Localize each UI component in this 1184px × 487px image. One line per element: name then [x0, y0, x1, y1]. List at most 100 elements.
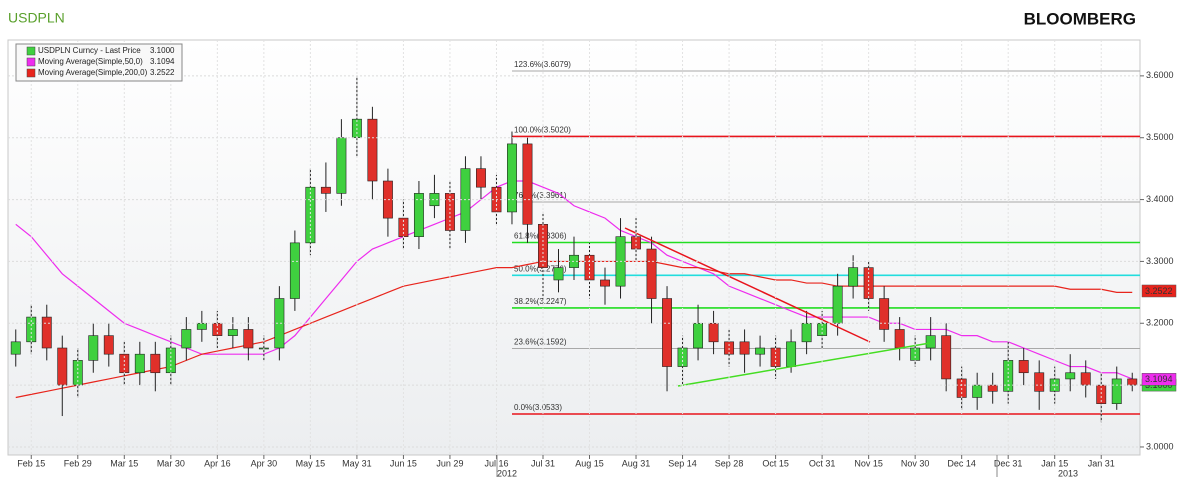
x-tick-label: May 31	[342, 458, 372, 468]
candle-body	[367, 118, 378, 182]
candle-body	[57, 347, 68, 386]
x-tick-label: Dec 14	[947, 458, 976, 468]
x-tick-label: Oct 15	[762, 458, 789, 468]
candle-body	[476, 168, 486, 188]
x-tick-label: May 15	[296, 458, 326, 468]
x-tick-label: Jun 15	[390, 458, 417, 468]
legend-swatch	[26, 46, 36, 56]
candle-body	[103, 335, 114, 355]
candle-body	[507, 143, 517, 213]
candle-body	[848, 267, 859, 287]
y-tick-label: 3.6000	[1146, 70, 1174, 80]
x-tick-label: Apr 30	[251, 458, 278, 468]
candle-body	[1018, 360, 1029, 374]
candle-body	[305, 186, 316, 244]
candle-body	[1034, 372, 1045, 392]
legend-label: USDPLN Curncy - Last Price	[38, 46, 141, 55]
candle-body	[1127, 378, 1138, 386]
candle-body	[320, 186, 331, 194]
candle-body	[10, 341, 21, 355]
candle-body	[879, 298, 890, 330]
x-tick-label: Jan 31	[1088, 458, 1115, 468]
x-tick-label: Feb 15	[17, 458, 45, 468]
brand: BLOOMBERG	[1024, 9, 1136, 28]
candle-body	[584, 254, 595, 281]
fib-label: 0.0%(3.0533)	[514, 403, 562, 412]
candle-body	[801, 322, 812, 343]
candle-body	[832, 285, 843, 324]
x-tick-label: Jul 31	[531, 458, 555, 468]
candle-body	[196, 322, 207, 330]
x-tick-label: Mar 15	[110, 458, 138, 468]
fib-label: 100.0%(3.5020)	[514, 126, 571, 135]
x-tick-label: Sep 28	[715, 458, 744, 468]
year-label: 2013	[1058, 468, 1078, 478]
candle-body	[786, 341, 797, 367]
price-tag-label: 3.2522	[1145, 286, 1173, 296]
legend-value: 3.1000	[150, 46, 175, 55]
x-tick-label: Jul 16	[484, 458, 508, 468]
fib-label: 50.0%(3.2776)	[514, 264, 567, 273]
candle-body	[708, 322, 719, 343]
x-tick-label: Oct 31	[809, 458, 836, 468]
candle-body	[522, 143, 533, 225]
candle-body	[134, 353, 145, 374]
candle-body	[1065, 372, 1076, 380]
candle-body	[150, 353, 161, 374]
candle-body	[600, 279, 610, 287]
x-tick-label: Aug 31	[622, 458, 651, 468]
candle-body	[987, 384, 998, 392]
candle-body	[739, 341, 750, 355]
candle-body	[289, 242, 300, 299]
candle-body	[863, 267, 874, 299]
legend-layer: USDPLN Curncy - Last Price 3.1000 Moving A…	[26, 46, 175, 78]
legend-swatch	[26, 57, 36, 67]
axis-layer: 3.0000 3.1000 3.2000 3.3000 3.4000 3.5000 3.60…	[8, 40, 1177, 478]
trend-line	[677, 342, 931, 387]
y-tick-label: 3.5000	[1146, 132, 1174, 142]
candle-body	[336, 137, 347, 194]
candle-body	[693, 322, 704, 349]
candle-body	[227, 329, 238, 336]
candle-body	[631, 236, 641, 250]
candle-body	[41, 316, 52, 349]
legend-label: Moving Average(Simple,200,0)	[38, 68, 148, 77]
candle-body	[894, 329, 905, 349]
price-tag-label: 3.1094	[1145, 374, 1173, 384]
fib-label: 76.4%(3.3961)	[514, 191, 567, 200]
candle-body	[243, 329, 254, 349]
candle-body	[181, 329, 192, 349]
y-tick-label: 3.4000	[1146, 194, 1174, 204]
candle-body	[413, 193, 424, 237]
x-tick-label: Dec 31	[994, 458, 1023, 468]
candle-body	[1111, 378, 1122, 404]
year-label: 2012	[497, 468, 517, 478]
chart-title: USDPLN	[8, 10, 65, 26]
x-tick-label: Sep 14	[668, 458, 697, 468]
x-tick-label: Jan 15	[1041, 458, 1068, 468]
candle-body	[972, 384, 983, 398]
candle-body	[662, 298, 672, 367]
candle-body	[755, 347, 766, 355]
candle-body	[925, 335, 936, 349]
fib-label: 23.6%(3.1592)	[514, 338, 567, 347]
price-tag	[1141, 284, 1177, 298]
price-tag	[1141, 373, 1177, 386]
x-tick-label: Nov 30	[901, 458, 930, 468]
y-tick-label: 3.2000	[1146, 318, 1174, 328]
legend-swatch	[26, 68, 36, 78]
x-tick-label: Nov 15	[854, 458, 883, 468]
legend-value: 3.1094	[150, 57, 175, 66]
fib-label: 38.2%(3.2247)	[514, 297, 567, 306]
x-tick-label: Aug 15	[575, 458, 604, 468]
y-tick-label: 3.3000	[1146, 256, 1174, 266]
legend-label: Moving Average(Simple,50,0)	[38, 57, 143, 66]
x-tick-label: Feb 29	[64, 458, 92, 468]
candle-body	[646, 248, 657, 299]
x-tick-label: Jun 29	[436, 458, 463, 468]
candle-body	[1080, 372, 1091, 386]
x-tick-label: Mar 30	[157, 458, 185, 468]
legend	[15, 43, 183, 82]
candle-body	[88, 335, 99, 361]
